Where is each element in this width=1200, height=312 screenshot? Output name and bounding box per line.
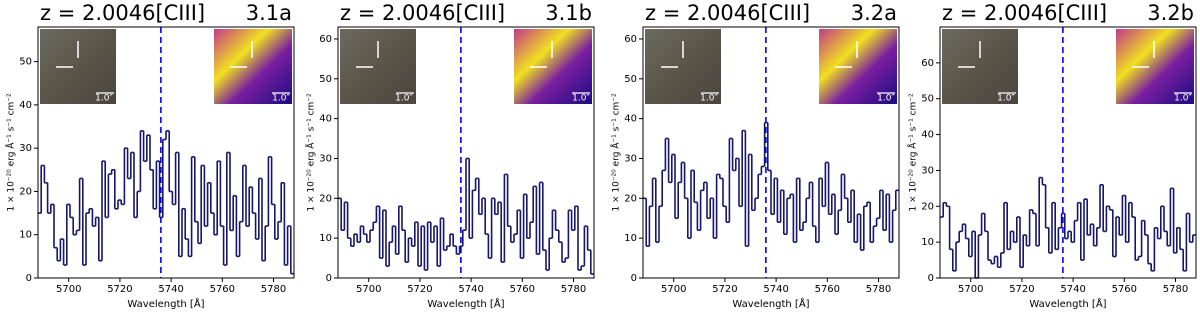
thumbnail-scale-label: 1.0″	[95, 94, 113, 104]
x-tick-label: 5760	[1112, 284, 1137, 295]
y-tick-label: 30	[921, 165, 934, 176]
y-tick-label: 60	[624, 34, 637, 45]
heatmap-thumbnail	[214, 29, 292, 104]
x-tick-label: 5700	[56, 284, 81, 295]
y-tick-label: 60	[921, 58, 934, 69]
y-tick-label: 30	[319, 153, 332, 164]
y-tick-label: 50	[19, 57, 32, 68]
x-tick-label: 5720	[107, 284, 132, 295]
heatmap-scale-label: 1.0″	[1174, 94, 1192, 104]
x-axis-label: Wavelength [Å]	[732, 297, 809, 310]
panel-label: 3.2a	[851, 1, 897, 25]
y-tick-label: 0	[326, 273, 332, 284]
x-tick-label: 5780	[261, 284, 286, 295]
x-tick-label: 5700	[958, 284, 983, 295]
y-tick-label: 30	[19, 143, 32, 154]
y-axis-label: 1 × 10⁻²⁰ erg Å⁻¹ s⁻¹ cm⁻²	[907, 93, 919, 212]
y-tick-label: 0	[631, 273, 637, 284]
y-tick-label: 10	[19, 230, 32, 241]
y-tick-label: 0	[928, 273, 934, 284]
x-tick-label: 5720	[407, 284, 432, 295]
panel-title: z = 2.0046[CIII]	[645, 1, 810, 25]
panel-label: 3.2b	[1147, 1, 1194, 25]
spectrum-connector	[942, 177, 1194, 278]
y-tick-label: 50	[921, 94, 934, 105]
spectrum-connector	[645, 122, 897, 251]
heatmap-marker	[835, 41, 858, 68]
heatmap-thumbnail	[819, 29, 897, 104]
x-tick-label: 5700	[661, 284, 686, 295]
spectrum-connector	[40, 130, 292, 274]
heatmap-scale-label: 1.0″	[877, 94, 895, 104]
thumbnail-marker	[56, 41, 79, 68]
plot-frame	[939, 26, 1197, 279]
thumbnail-marker	[958, 41, 981, 68]
y-axis-label: 1 × 10⁻²⁰ erg Å⁻¹ s⁻¹ cm⁻²	[610, 93, 622, 212]
x-tick-label: 5720	[712, 284, 737, 295]
y-tick-label: 20	[319, 193, 332, 204]
heatmap-marker	[1132, 41, 1155, 68]
thumbnail-marker	[661, 41, 684, 68]
y-tick-label: 30	[624, 153, 637, 164]
y-axis-label: 1 × 10⁻²⁰ erg Å⁻¹ s⁻¹ cm⁻²	[305, 93, 317, 212]
x-tick-label: 5760	[815, 284, 840, 295]
x-tick-label: 5760	[510, 284, 535, 295]
y-tick-label: 10	[921, 237, 934, 248]
thumbnail-scale-label: 1.0″	[997, 94, 1015, 104]
y-tick-label: 20	[19, 186, 32, 197]
x-tick-label: 5740	[1060, 284, 1085, 295]
x-tick-label: 5740	[763, 284, 788, 295]
panel-title: z = 2.0046[CIII]	[942, 1, 1107, 25]
x-tick-label: 5760	[210, 284, 235, 295]
heatmap-scale-label: 1.0″	[572, 94, 590, 104]
y-tick-label: 40	[624, 114, 637, 125]
y-tick-label: 40	[921, 130, 934, 141]
y-tick-label: 50	[624, 74, 637, 85]
x-axis-label: Wavelength [Å]	[427, 297, 504, 310]
thumbnail-scale-label: 1.0″	[395, 94, 413, 104]
x-axis-label: Wavelength [Å]	[127, 297, 204, 310]
spectrum-connector	[340, 158, 592, 275]
plot-frame	[37, 26, 295, 279]
y-tick-label: 40	[19, 100, 32, 111]
thumbnail-scale-label: 1.0″	[700, 94, 718, 104]
y-tick-label: 20	[624, 193, 637, 204]
heatmap-marker	[230, 41, 253, 68]
heatmap-scale-label: 1.0″	[272, 94, 290, 104]
y-tick-label: 50	[319, 74, 332, 85]
y-tick-label: 40	[319, 114, 332, 125]
panel-label: 3.1a	[246, 1, 292, 25]
x-tick-label: 5780	[561, 284, 586, 295]
heatmap-thumbnail	[1116, 29, 1194, 104]
plot-frame	[642, 26, 900, 279]
x-tick-label: 5780	[866, 284, 891, 295]
y-axis-label: 1 × 10⁻²⁰ erg Å⁻¹ s⁻¹ cm⁻²	[5, 93, 17, 212]
y-tick-label: 20	[921, 201, 934, 212]
heatmap-thumbnail	[514, 29, 592, 104]
x-tick-label: 5740	[158, 284, 183, 295]
x-axis-label: Wavelength [Å]	[1029, 297, 1106, 310]
heatmap-marker	[530, 41, 553, 68]
thumbnail-marker	[356, 41, 379, 68]
x-tick-label: 5700	[356, 284, 381, 295]
plot-frame	[337, 26, 595, 279]
x-tick-label: 5720	[1009, 284, 1034, 295]
panel-label: 3.1b	[545, 1, 592, 25]
panel-title: z = 2.0046[CIII]	[40, 1, 205, 25]
y-tick-label: 0	[26, 273, 32, 284]
panel-title: z = 2.0046[CIII]	[340, 1, 505, 25]
y-tick-label: 10	[624, 233, 637, 244]
x-tick-label: 5740	[458, 284, 483, 295]
x-tick-label: 5780	[1163, 284, 1188, 295]
y-tick-label: 10	[319, 233, 332, 244]
y-tick-label: 60	[319, 34, 332, 45]
